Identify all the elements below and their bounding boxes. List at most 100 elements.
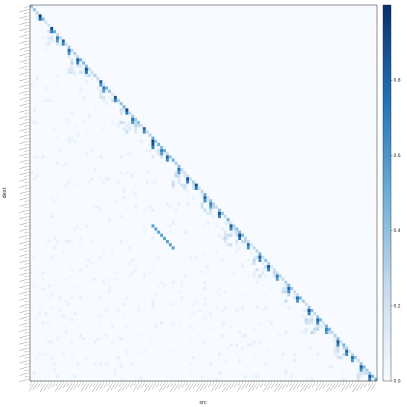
heatmap-cell [160, 321, 164, 325]
heatmap-cell [171, 186, 175, 190]
heatmap-cell [284, 290, 288, 294]
heatmap-cell [56, 374, 59, 378]
heatmap-cell [70, 149, 74, 153]
heatmap-cell [122, 196, 126, 200]
heatmap-cell [223, 214, 227, 219]
heatmap-cell [30, 5, 33, 9]
heatmap-cell [136, 120, 140, 125]
heatmap-cell [157, 142, 161, 147]
heatmap-cell [313, 327, 317, 331]
heatmap-cell [275, 271, 279, 275]
heatmap-cell [336, 349, 340, 353]
heatmap-cell [168, 155, 172, 159]
y-tick-label [19, 47, 28, 50]
heatmap-cell [134, 130, 138, 134]
heatmap-cell [261, 271, 265, 275]
heatmap-cell [35, 14, 39, 18]
heatmap-cell [281, 290, 285, 294]
heatmap-cell [79, 268, 83, 272]
y-tick-label [24, 50, 28, 52]
heatmap-cell [342, 368, 346, 372]
heatmap-cell [47, 321, 51, 325]
x-tick-label [136, 383, 142, 391]
heatmap-cell [238, 230, 242, 234]
heatmap-cell [58, 296, 62, 300]
x-tick-label [192, 383, 197, 389]
heatmap-cell [304, 308, 308, 313]
heatmap-cell [122, 108, 126, 112]
heatmap-cell [241, 240, 245, 244]
heatmap-cell [287, 305, 291, 309]
heatmap-cell [93, 277, 97, 281]
heatmap-cell [275, 277, 279, 281]
heatmap-cell [241, 346, 245, 350]
y-tick-label [24, 219, 28, 221]
heatmap-cell [61, 352, 65, 356]
y-tick-label [19, 304, 28, 307]
heatmap-cell [70, 58, 74, 62]
heatmap-cell [229, 227, 233, 231]
heatmap-cell [110, 92, 114, 96]
heatmap-cell [217, 352, 221, 356]
y-tick-label [19, 297, 28, 301]
heatmap-cell [194, 183, 198, 187]
heatmap-cell [99, 95, 103, 100]
heatmap-cell [183, 274, 187, 278]
heatmap-cell [168, 243, 172, 247]
heatmap-cell [122, 315, 126, 319]
heatmap-cell [168, 205, 172, 209]
heatmap-cell [76, 177, 80, 181]
heatmap-cell [131, 271, 135, 275]
heatmap-cell [165, 349, 169, 353]
heatmap-cell [35, 11, 39, 15]
x-tick-label [32, 383, 38, 391]
y-tick-label [19, 15, 28, 19]
heatmap-cell [76, 58, 80, 62]
y-tick-label [24, 313, 28, 315]
heatmap-cell [275, 355, 279, 360]
heatmap-cell [87, 180, 91, 184]
heatmap-cell [136, 352, 140, 356]
heatmap-cell [241, 261, 245, 266]
y-tick-label [24, 332, 28, 334]
heatmap-cell [209, 312, 213, 316]
heatmap-cell [84, 73, 88, 78]
x-tick-label [274, 383, 278, 387]
heatmap-cell [102, 89, 106, 93]
y-tick-label [19, 166, 28, 169]
heatmap-cell [119, 377, 123, 382]
y-tick-label [24, 269, 28, 271]
heatmap-cell [333, 346, 337, 350]
heatmap-cell [157, 255, 161, 259]
heatmap-cell [108, 177, 112, 181]
heatmap-cell [116, 120, 120, 125]
heatmap-cell [125, 324, 129, 328]
heatmap-cell [79, 296, 83, 300]
heatmap-cell [151, 299, 155, 303]
heatmap-cell [304, 321, 308, 325]
heatmap-cell [41, 17, 45, 21]
y-tick-label [19, 285, 28, 289]
heatmap-cell [50, 99, 54, 103]
y-tick-label [19, 159, 28, 163]
heatmap-cell [200, 205, 204, 209]
heatmap-cell [84, 80, 88, 84]
heatmap-cell [82, 70, 85, 74]
heatmap-cell [186, 202, 190, 206]
heatmap-cell [353, 355, 357, 360]
x-tick-label [29, 383, 32, 387]
y-tick-label [19, 260, 28, 263]
x-tick-label [225, 383, 232, 391]
heatmap-cell [32, 177, 36, 181]
x-tick-label [325, 383, 333, 393]
heatmap-cell [41, 155, 45, 159]
heatmap-cell [99, 155, 103, 159]
heatmap-cell [70, 67, 74, 71]
heatmap-cell [200, 349, 204, 353]
y-tick-label [24, 56, 28, 58]
heatmap-cell [90, 149, 94, 153]
heatmap-cell [203, 252, 207, 256]
heatmap-cell [304, 327, 308, 331]
heatmap-cell [125, 152, 129, 156]
heatmap-cell [362, 368, 366, 372]
